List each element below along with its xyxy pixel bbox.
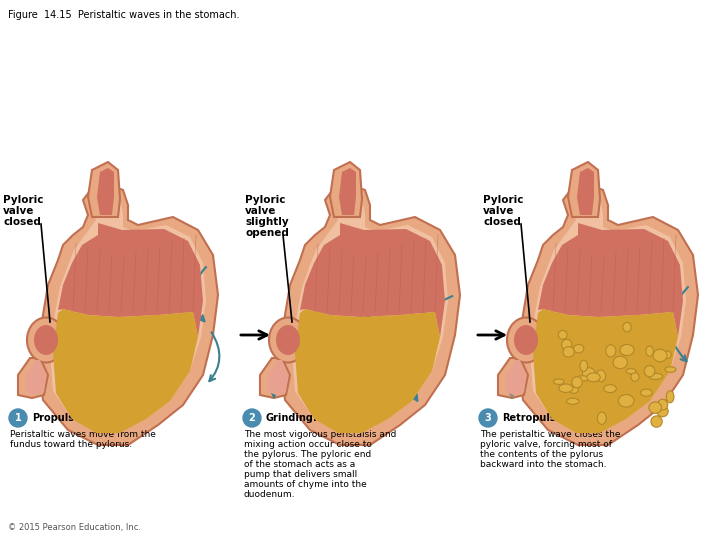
Text: The peristaltic wave closes the: The peristaltic wave closes the [480,430,621,439]
Polygon shape [292,195,448,433]
Text: slightly: slightly [245,217,289,227]
Ellipse shape [631,373,639,381]
Ellipse shape [626,369,636,374]
Text: 1: 1 [14,413,22,423]
Ellipse shape [269,318,307,362]
Polygon shape [339,168,356,215]
Text: valve: valve [483,206,514,216]
Polygon shape [53,309,198,433]
Ellipse shape [27,318,65,362]
Ellipse shape [648,373,663,380]
Polygon shape [88,162,120,217]
Ellipse shape [580,360,588,372]
Ellipse shape [575,376,590,381]
Text: valve: valve [245,206,276,216]
Ellipse shape [665,351,671,359]
Text: Pyloric: Pyloric [3,195,43,205]
Ellipse shape [646,346,653,356]
Ellipse shape [582,368,595,379]
Polygon shape [260,358,290,398]
Text: Figure  14.15  Peristaltic waves in the stomach.: Figure 14.15 Peristaltic waves in the st… [8,10,240,20]
Polygon shape [50,195,206,433]
Polygon shape [518,185,698,445]
Text: opened: opened [245,228,289,238]
Ellipse shape [644,366,655,377]
Polygon shape [577,168,594,215]
Ellipse shape [665,367,676,372]
Ellipse shape [572,377,582,388]
Ellipse shape [598,412,606,424]
Text: pump that delivers small: pump that delivers small [244,470,357,479]
Ellipse shape [276,325,300,355]
Ellipse shape [34,325,58,355]
Polygon shape [26,360,46,395]
Circle shape [9,409,27,427]
Ellipse shape [514,325,538,355]
Polygon shape [280,185,460,445]
Text: 2: 2 [248,413,256,423]
Ellipse shape [574,345,584,353]
Ellipse shape [559,384,573,393]
Ellipse shape [563,347,575,357]
Ellipse shape [587,373,600,382]
Polygon shape [330,162,362,217]
Polygon shape [58,223,203,337]
Ellipse shape [562,339,572,350]
Text: amounts of chyme into the: amounts of chyme into the [244,480,366,489]
Polygon shape [300,223,445,337]
Text: Retropulsion:: Retropulsion: [502,413,577,423]
Polygon shape [18,358,48,398]
Text: Pyloric: Pyloric [483,195,523,205]
Ellipse shape [649,402,662,414]
Ellipse shape [657,399,667,410]
Ellipse shape [620,345,634,355]
Ellipse shape [606,345,616,357]
Polygon shape [538,223,683,337]
Text: pyloric valve, forcing most of: pyloric valve, forcing most of [480,440,612,449]
Ellipse shape [657,406,668,417]
Text: Peristaltic waves move from the: Peristaltic waves move from the [10,430,156,439]
Circle shape [479,409,497,427]
Text: Grinding:: Grinding: [266,413,318,423]
Text: duodenum.: duodenum. [244,490,295,499]
Ellipse shape [604,384,616,393]
Text: the contents of the pylorus: the contents of the pylorus [480,450,603,459]
Text: © 2015 Pearson Education, Inc.: © 2015 Pearson Education, Inc. [8,523,141,532]
Text: The most vigorous peristalsis and: The most vigorous peristalsis and [244,430,397,439]
Text: mixing action occur close to: mixing action occur close to [244,440,372,449]
Text: valve: valve [3,206,35,216]
Polygon shape [38,185,218,445]
Ellipse shape [569,386,578,393]
Text: the pylorus. The pyloric end: the pylorus. The pyloric end [244,450,372,459]
Ellipse shape [618,395,634,407]
Text: Pyloric: Pyloric [245,195,286,205]
Polygon shape [506,360,526,395]
Ellipse shape [651,416,662,427]
Polygon shape [97,168,114,215]
Polygon shape [533,309,678,433]
Ellipse shape [653,349,667,362]
Ellipse shape [666,391,674,403]
Text: backward into the stomach.: backward into the stomach. [480,460,606,469]
Ellipse shape [507,318,545,362]
Text: of the stomach acts as a: of the stomach acts as a [244,460,355,469]
Polygon shape [295,309,440,433]
Polygon shape [530,195,686,433]
Ellipse shape [641,389,652,396]
Ellipse shape [554,379,564,384]
Text: Propulsion:: Propulsion: [32,413,95,423]
Polygon shape [268,360,288,395]
Text: closed: closed [3,217,41,227]
Circle shape [243,409,261,427]
Ellipse shape [558,330,567,339]
Ellipse shape [596,370,606,382]
Ellipse shape [623,322,631,332]
Polygon shape [498,358,528,398]
Polygon shape [568,162,600,217]
Text: 3: 3 [485,413,491,423]
Ellipse shape [613,356,627,369]
Text: fundus toward the pylorus.: fundus toward the pylorus. [10,440,132,449]
Text: closed: closed [483,217,521,227]
Ellipse shape [567,398,579,404]
